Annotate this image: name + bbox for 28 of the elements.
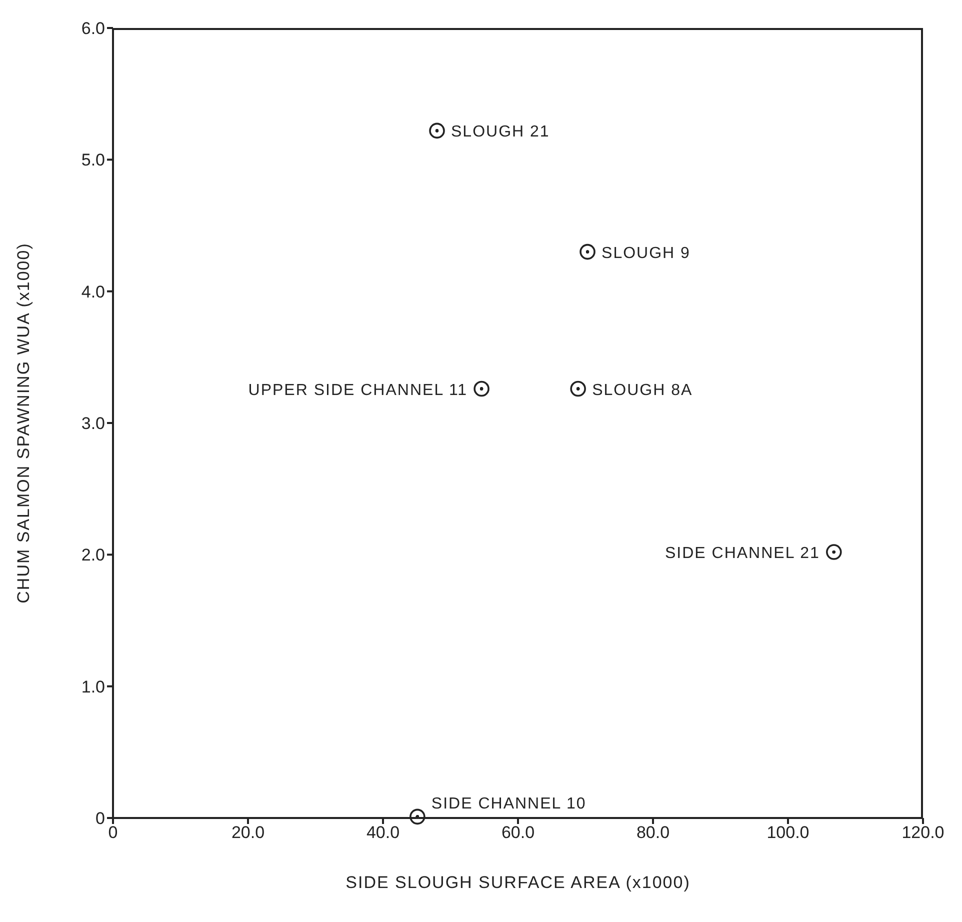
annotation: SLOUGH 8A (592, 382, 693, 399)
x-tick-label: 80.0 (636, 823, 670, 842)
y-tick-label: 1.0 (81, 677, 105, 696)
x-tick-label: 40.0 (366, 823, 400, 842)
y-tick-label: 4.0 (81, 282, 105, 302)
annotation: SIDE CHANNEL 10 (431, 796, 586, 813)
annotation: SIDE CHANNEL 21 (664, 545, 820, 562)
y-tick-label: 5.0 (81, 150, 105, 170)
y-tick-label: 2.0 (81, 546, 105, 565)
x-tick-label: 120.0 (902, 823, 944, 842)
point (410, 808, 426, 825)
y-axis-title: CHUM SALMON SPAWNING WUA (x1000) (14, 242, 34, 604)
point (570, 380, 586, 397)
annotation: SLOUGH 21 (451, 124, 550, 141)
annotation: SLOUGH 9 (602, 244, 690, 262)
point (580, 244, 596, 260)
x-tick-label: 0 (108, 823, 118, 842)
x-tick-label: 100.0 (766, 823, 810, 842)
x-axis-title: SIDE SLOUGH SURFACE AREA (x1000) (346, 873, 690, 892)
annotation: UPPER SIDE CHANNEL 11 (248, 382, 468, 399)
y-tick-label: 0 (96, 809, 105, 828)
y-tick-label: 6.0 (81, 19, 105, 38)
x-tick-label: 60.0 (501, 823, 535, 842)
point (429, 122, 445, 139)
point (826, 544, 842, 560)
point (474, 380, 490, 397)
x-tick-label: 20.0 (231, 823, 265, 842)
y-tick-label: 3.0 (81, 414, 105, 434)
